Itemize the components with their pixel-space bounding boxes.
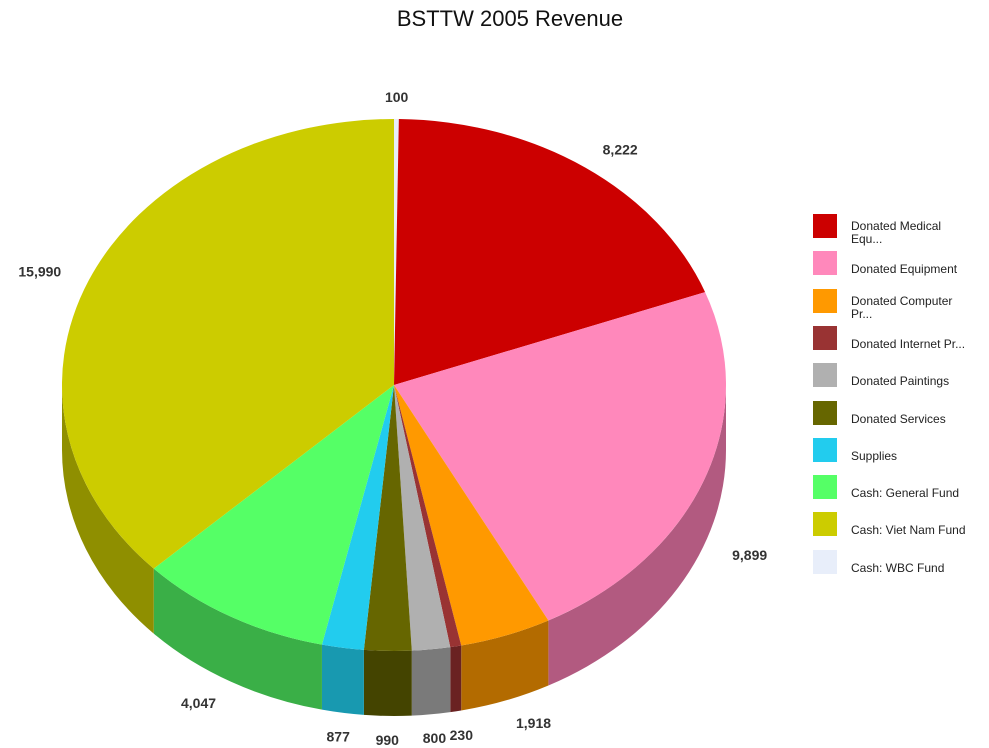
pie-side-cash-general-fund — [153, 568, 322, 710]
chart-title: BSTTW 2005 Revenue — [396, 6, 624, 31]
legend-swatch — [813, 437, 837, 462]
legend-swatch — [813, 288, 837, 313]
legend-item-cash-wbc-fund: Cash: WBC Fund — [813, 548, 989, 578]
legend-item-donated-services: Donated Services — [813, 399, 989, 429]
legend-label: Donated Internet Pr... — [851, 336, 966, 351]
data-label-donated-paintings: 800 — [423, 730, 447, 746]
pie-side-donated-paintings — [411, 647, 451, 716]
pie-side-supplies — [321, 644, 364, 715]
pie-slice-donated-computer-pr — [394, 385, 549, 646]
legend-swatch — [813, 251, 837, 276]
pie-slice-cash-viet-nam-fund — [61, 119, 394, 569]
data-label-donated-internet-pr: 230 — [450, 727, 474, 743]
data-label-donated-equipment: 9,899 — [732, 547, 767, 563]
data-label-donated-medical-equ: 8,222 — [603, 142, 638, 158]
legend-swatch — [813, 400, 837, 425]
data-label-cash-general-fund: 4,047 — [181, 695, 216, 711]
pie-tops — [61, 119, 726, 651]
pie-slice-donated-equipment — [394, 292, 726, 621]
legend-swatch — [813, 325, 837, 350]
legend-item-cash-general-fund: Cash: General Fund — [813, 473, 989, 503]
pie-slice-cash-general-fund — [153, 385, 394, 645]
pie-slice-donated-services — [363, 385, 412, 651]
legend-swatch — [813, 549, 837, 574]
pie-side-cash-viet-nam-fund — [62, 385, 154, 634]
legend-label: Cash: Viet Nam Fund — [851, 523, 966, 538]
legend-label: Donated Paintings — [851, 374, 950, 389]
legend-label: Cash: General Fund — [851, 486, 960, 501]
legend-label: Donated Equipment — [851, 262, 958, 277]
pie-slice-supplies — [321, 385, 394, 650]
legend-swatch — [813, 214, 837, 238]
pie-side-donated-services — [363, 649, 412, 716]
legend-label: Cash: WBC Fund — [851, 560, 945, 575]
pie-slice-donated-internet-pr — [394, 385, 462, 648]
pie-side-donated-computer-pr — [461, 620, 549, 711]
legend-item-donated-computer-pr: Donated Computer Pr... — [813, 287, 989, 320]
legend-item-cash-viet-nam-fund: Cash: Viet Nam Fund — [813, 510, 989, 540]
pie-side-donated-equipment — [548, 385, 726, 686]
legend-item-donated-medical-equ: Donated Medical Equ... — [813, 212, 989, 246]
legend-label: Donated Medical Equ... — [851, 219, 942, 246]
legend-item-donated-equipment: Donated Equipment — [813, 249, 989, 279]
pie-slice-donated-paintings — [394, 385, 451, 651]
pie-slice-donated-medical-equ — [394, 119, 706, 386]
data-label-cash-wbc-fund: 100 — [385, 89, 409, 105]
pie-side-donated-internet-pr — [450, 645, 462, 713]
legend-item-supplies: Supplies — [813, 436, 989, 466]
legend-swatch — [813, 475, 837, 500]
data-label-cash-viet-nam-fund: 15,990 — [18, 264, 61, 280]
data-label-donated-services: 990 — [376, 732, 400, 748]
legend-label: Donated Services — [851, 411, 946, 426]
legend-swatch — [813, 363, 837, 388]
legend-label: Donated Computer Pr... — [851, 293, 953, 321]
data-label-donated-computer-pr: 1,918 — [516, 715, 551, 731]
pie-slice-cash-wbc-fund — [394, 119, 399, 385]
legend-item-donated-internet-pr: Donated Internet Pr... — [813, 324, 989, 354]
pie-sides — [62, 385, 726, 716]
legend-swatch — [813, 512, 837, 537]
legend-item-donated-paintings: Donated Paintings — [813, 361, 989, 391]
data-label-supplies: 877 — [327, 729, 351, 745]
legend-label: Supplies — [851, 448, 898, 463]
